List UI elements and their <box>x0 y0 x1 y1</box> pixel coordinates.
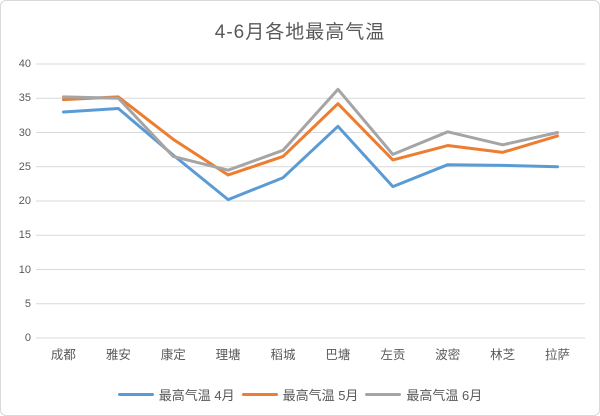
y-tick-label-10: 10 <box>18 263 31 276</box>
x-tick-label-8: 林芝 <box>490 348 516 362</box>
series-line-0 <box>61 107 560 202</box>
y-tick-label-35: 35 <box>18 92 31 105</box>
x-tick-label-4: 稻城 <box>270 348 296 362</box>
legend-line-swatch <box>241 392 278 397</box>
x-tick-label-6: 左贡 <box>380 348 406 362</box>
y-tick-label-0: 0 <box>24 332 31 344</box>
x-tick-label-3: 理塘 <box>215 348 241 362</box>
legend-label: 最高气温 4月 <box>158 388 235 403</box>
legend-item-2: 最高气温 6月 <box>365 385 482 404</box>
legend-line-swatch <box>365 392 402 397</box>
x-tick-label-0: 成都 <box>50 348 76 362</box>
y-tick-label-20: 20 <box>18 195 31 207</box>
y-tick-label-40: 40 <box>18 58 31 70</box>
x-tick-label-2: 康定 <box>160 348 186 362</box>
legend-label: 最高气温 6月 <box>406 388 483 403</box>
y-tick-label-25: 25 <box>18 160 31 173</box>
y-tick-label-5: 5 <box>24 297 31 310</box>
series-line-1 <box>61 95 560 177</box>
x-tick-label-7: 波密 <box>435 348 461 362</box>
legend-item-0: 最高气温 4月 <box>117 385 235 404</box>
series-line-2 <box>61 87 560 172</box>
x-tick-label-1: 雅安 <box>105 348 131 362</box>
legend-line-swatch <box>117 392 154 397</box>
x-tick-label-5: 巴塘 <box>325 348 351 362</box>
legend-item-1: 最高气温 5月 <box>241 385 359 404</box>
y-tick-label-15: 15 <box>18 229 31 242</box>
x-tick-label-9: 拉萨 <box>545 348 571 362</box>
legend-label: 最高气温 5月 <box>282 388 359 403</box>
y-tick-label-30: 30 <box>18 126 31 139</box>
chart-legend: 最高气温 4月 最高气温 5月 最高气温 6月 <box>1 385 599 404</box>
chart-title: 4-6月各地最高气温 <box>214 22 386 43</box>
